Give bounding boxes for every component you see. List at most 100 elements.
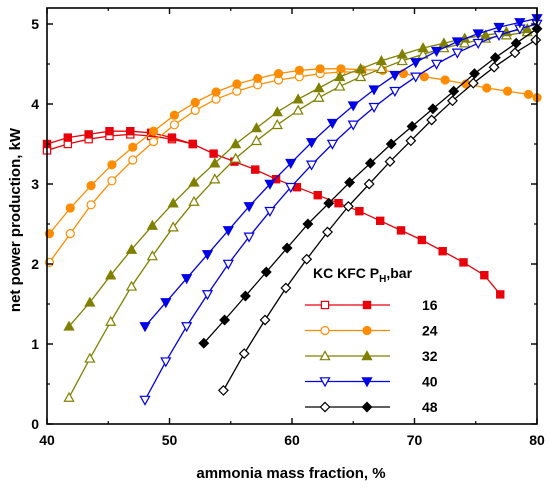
legend-marker-kc bbox=[320, 300, 330, 310]
x-tick-label: 70 bbox=[407, 432, 423, 448]
data-point-16-kfc bbox=[271, 175, 281, 184]
data-point-32-kfc bbox=[84, 296, 96, 307]
x-tick-label: 60 bbox=[284, 432, 300, 448]
data-point-16-kfc bbox=[188, 139, 197, 149]
data-point-24-kfc bbox=[315, 64, 325, 74]
x-tick-label: 40 bbox=[39, 432, 55, 448]
data-point-32-kfc bbox=[63, 320, 75, 331]
y-tick-label: 2 bbox=[31, 256, 39, 272]
data-point-16-kfc bbox=[334, 199, 343, 208]
data-point-32-kc bbox=[375, 62, 388, 74]
data-point-24-kfc bbox=[211, 87, 221, 97]
legend-marker-kc bbox=[320, 325, 330, 336]
data-point-24-kfc bbox=[419, 72, 429, 82]
series-40 bbox=[139, 14, 543, 406]
data-point-40-kc bbox=[160, 357, 172, 368]
data-point-24-kc bbox=[128, 155, 138, 165]
plot-frame bbox=[46, 7, 538, 425]
data-point-24-kfc bbox=[65, 203, 75, 213]
legend-label: 32 bbox=[422, 348, 438, 364]
data-point-48-kc bbox=[259, 314, 271, 326]
data-point-48-kfc bbox=[406, 120, 418, 132]
data-point-40-kfc bbox=[326, 118, 339, 130]
legend-marker-kfc bbox=[361, 377, 373, 388]
data-point-40-kc bbox=[305, 160, 318, 171]
data-point-40-kfc bbox=[430, 46, 443, 58]
y-axis-label: net power production, kW bbox=[7, 127, 24, 312]
plot-layer bbox=[42, 14, 543, 406]
data-point-16-kfc bbox=[167, 133, 177, 142]
series-24 bbox=[44, 64, 542, 267]
legend-marker-kc bbox=[319, 377, 331, 388]
data-point-40-kc bbox=[243, 232, 255, 243]
data-point-48-kfc bbox=[198, 337, 210, 349]
data-point-48-kfc bbox=[302, 218, 314, 230]
data-point-40-kc bbox=[201, 290, 214, 301]
legend-marker-kfc bbox=[362, 300, 372, 310]
data-point-48-kfc bbox=[219, 314, 231, 326]
data-point-24-kfc bbox=[294, 65, 304, 76]
data-point-32-kfc bbox=[105, 269, 117, 280]
data-point-24-kc bbox=[107, 176, 117, 186]
data-point-40-kc bbox=[285, 182, 297, 194]
legend-item-24: 24 bbox=[305, 323, 438, 339]
data-point-16-kfc bbox=[496, 290, 505, 299]
data-point-48-kfc bbox=[281, 242, 293, 254]
data-point-16-kfc bbox=[84, 130, 93, 139]
data-point-40-kc bbox=[181, 322, 193, 333]
data-point-40-kc bbox=[410, 72, 422, 83]
data-point-40-kfc bbox=[472, 29, 484, 40]
legend-item-48: 48 bbox=[305, 399, 438, 415]
y-tick-label: 5 bbox=[31, 16, 39, 32]
data-point-40-kfc bbox=[139, 322, 151, 333]
data-point-24-kfc bbox=[503, 86, 513, 96]
series-32 bbox=[63, 22, 533, 402]
data-point-32-kc bbox=[313, 91, 325, 102]
data-point-40-kc bbox=[326, 139, 339, 150]
data-point-24-kfc bbox=[128, 142, 138, 152]
data-point-48-kc bbox=[363, 178, 375, 190]
data-point-48-kfc bbox=[510, 37, 522, 49]
data-point-24-kfc bbox=[398, 68, 409, 79]
data-point-32-kfc bbox=[334, 70, 346, 82]
data-point-16-kfc bbox=[376, 216, 385, 225]
y-tick-label: 4 bbox=[31, 96, 39, 112]
data-point-48-kc bbox=[467, 77, 479, 89]
data-point-24-kfc bbox=[336, 64, 346, 74]
data-point-40-kc bbox=[430, 59, 443, 70]
y-tick-label: 1 bbox=[31, 336, 39, 352]
legend-label: 24 bbox=[422, 323, 438, 339]
data-point-40-kc bbox=[264, 206, 276, 218]
data-point-16-kfc bbox=[480, 271, 489, 280]
data-point-32-kfc bbox=[209, 157, 221, 168]
data-point-32-kc bbox=[250, 134, 263, 146]
series-line-48-kc bbox=[222, 39, 537, 391]
data-point-40-kfc bbox=[347, 101, 359, 112]
data-point-32-kc bbox=[188, 195, 200, 206]
data-point-16-kfc bbox=[63, 133, 73, 142]
data-point-48-kfc bbox=[385, 138, 397, 150]
data-point-24-kc bbox=[169, 120, 179, 130]
data-point-48-kc bbox=[426, 114, 438, 126]
data-point-48-kfc bbox=[323, 197, 335, 209]
legend-label: 48 bbox=[422, 399, 438, 415]
data-point-48-kc bbox=[384, 156, 396, 168]
data-point-48-kfc bbox=[344, 176, 356, 188]
data-point-32-kfc bbox=[521, 22, 533, 34]
data-point-16-kfc bbox=[396, 226, 406, 235]
data-point-32-kfc bbox=[396, 48, 408, 59]
data-point-32-kfc bbox=[375, 54, 388, 66]
data-point-48-kc bbox=[322, 226, 333, 238]
y-tick-label: 0 bbox=[31, 416, 39, 432]
data-point-40-kfc bbox=[222, 226, 234, 237]
data-point-40-kfc bbox=[160, 298, 172, 309]
data-point-32-kc bbox=[396, 54, 408, 66]
x-axis-label: ammonia mass fraction, % bbox=[196, 465, 385, 482]
x-tick-label: 50 bbox=[162, 432, 178, 448]
data-point-32-kfc bbox=[230, 138, 242, 149]
data-point-16-kfc bbox=[417, 235, 427, 245]
y-tick-label: 3 bbox=[31, 176, 39, 192]
data-point-40-kc bbox=[451, 48, 463, 59]
data-point-32-kc bbox=[334, 80, 346, 91]
data-point-16-kfc bbox=[105, 126, 114, 136]
